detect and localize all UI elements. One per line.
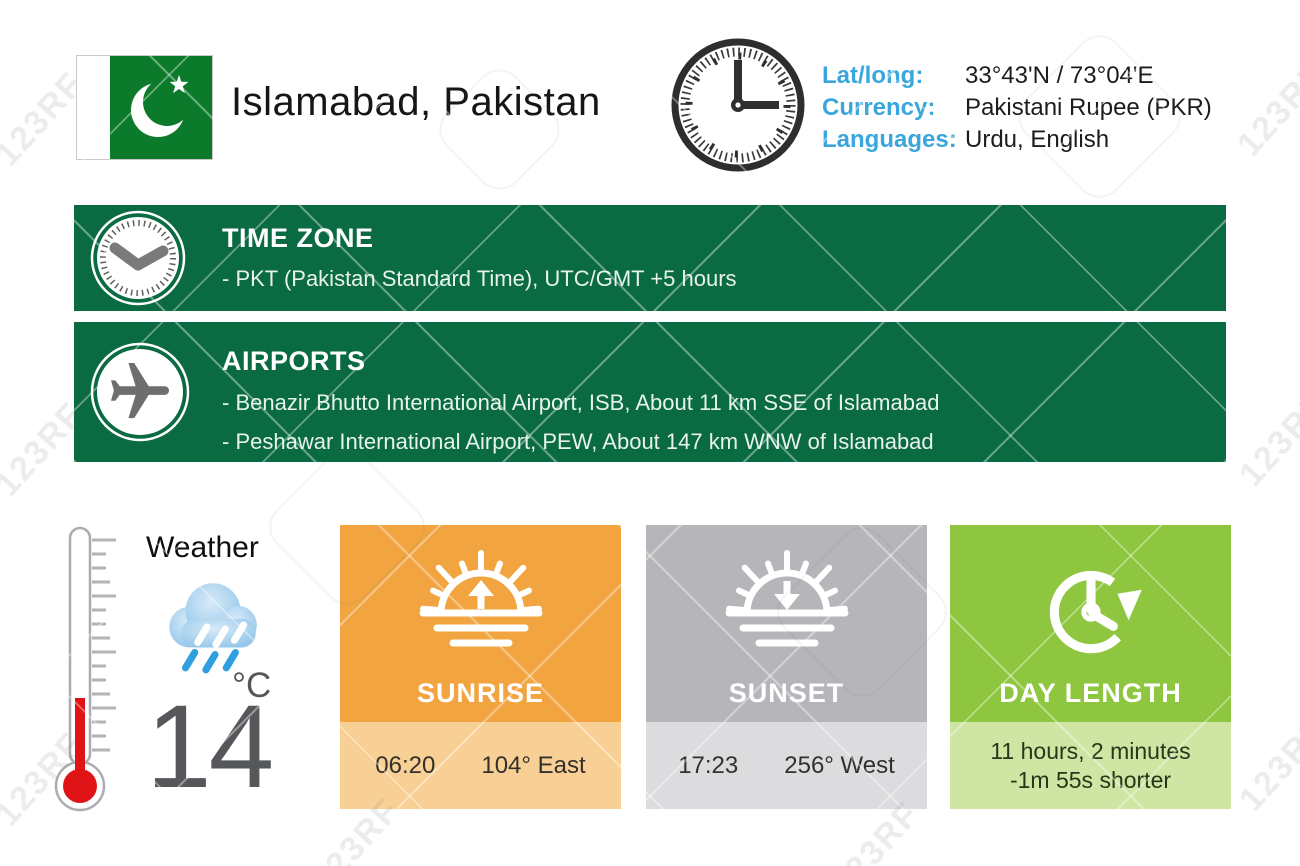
timezone-detail: - PKT (Pakistan Standard Time), UTC/GMT … — [222, 266, 737, 291]
airports-banner: AIRPORTS - Benazir Bhutto International … — [74, 322, 1226, 462]
currency-label: Currency: — [822, 94, 936, 121]
timezone-title: TIME ZONE — [222, 223, 374, 253]
timezone-banner: TIME ZONE - PKT (Pakistan Standard Time)… — [74, 205, 1226, 311]
thermometer-icon — [44, 522, 134, 818]
sunset-title: SUNSET — [728, 678, 845, 708]
airports-title: AIRPORTS — [222, 346, 366, 376]
day-length-duration: 11 hours, 2 minutes — [990, 737, 1191, 764]
sunset-time: 17:23 — [678, 751, 739, 779]
sunrise-card: SUNRISE 06:20 104° East — [340, 525, 621, 809]
watermark-text: 123RF — [1230, 54, 1300, 164]
day-length-title: DAY LENGTH — [999, 678, 1182, 708]
history-clock-icon — [1030, 547, 1152, 669]
airport-item: - Benazir Bhutto International Airport, … — [222, 390, 940, 415]
languages-label: Languages: — [822, 126, 957, 153]
analog-clock-icon — [668, 35, 808, 175]
page-title: Islamabad, Pakistan — [231, 80, 601, 124]
temperature-value: 14 — [146, 681, 274, 813]
sunset-direction: 256° West — [784, 751, 895, 779]
airport-item: - Peshawar International Airport, PEW, A… — [222, 429, 934, 454]
sunrise-direction: 104° East — [481, 751, 586, 779]
day-length-change: -1m 55s shorter — [1009, 766, 1172, 793]
location-info: Lat/long: 33°43'N / 73°04'E Currency: Pa… — [822, 61, 1212, 154]
sunrise-icon — [415, 547, 547, 653]
sunrise-title: SUNRISE — [416, 678, 545, 708]
languages-value: Urdu, English — [965, 126, 1110, 153]
day-length-card: DAY LENGTH 11 hours, 2 minutes -1m 55s s… — [950, 525, 1231, 809]
currency-value: Pakistani Rupee (PKR) — [965, 94, 1212, 121]
pakistan-flag — [76, 55, 213, 160]
watermark-text: 123RF — [1232, 709, 1300, 819]
sunrise-time: 06:20 — [375, 751, 436, 779]
watermark-text: 123RF — [1232, 384, 1300, 494]
sunset-icon — [721, 547, 853, 653]
latlong-value: 33°43'N / 73°04'E — [965, 62, 1154, 89]
temperature-unit: °C — [232, 666, 272, 705]
airplane-icon — [88, 340, 192, 444]
latlong-label: Lat/long: — [822, 62, 924, 89]
rain-cloud-icon — [150, 566, 274, 678]
sunset-card: SUNSET 17:23 256° West — [646, 525, 927, 809]
weather-heading: Weather — [146, 531, 259, 564]
clock-icon — [88, 208, 188, 308]
